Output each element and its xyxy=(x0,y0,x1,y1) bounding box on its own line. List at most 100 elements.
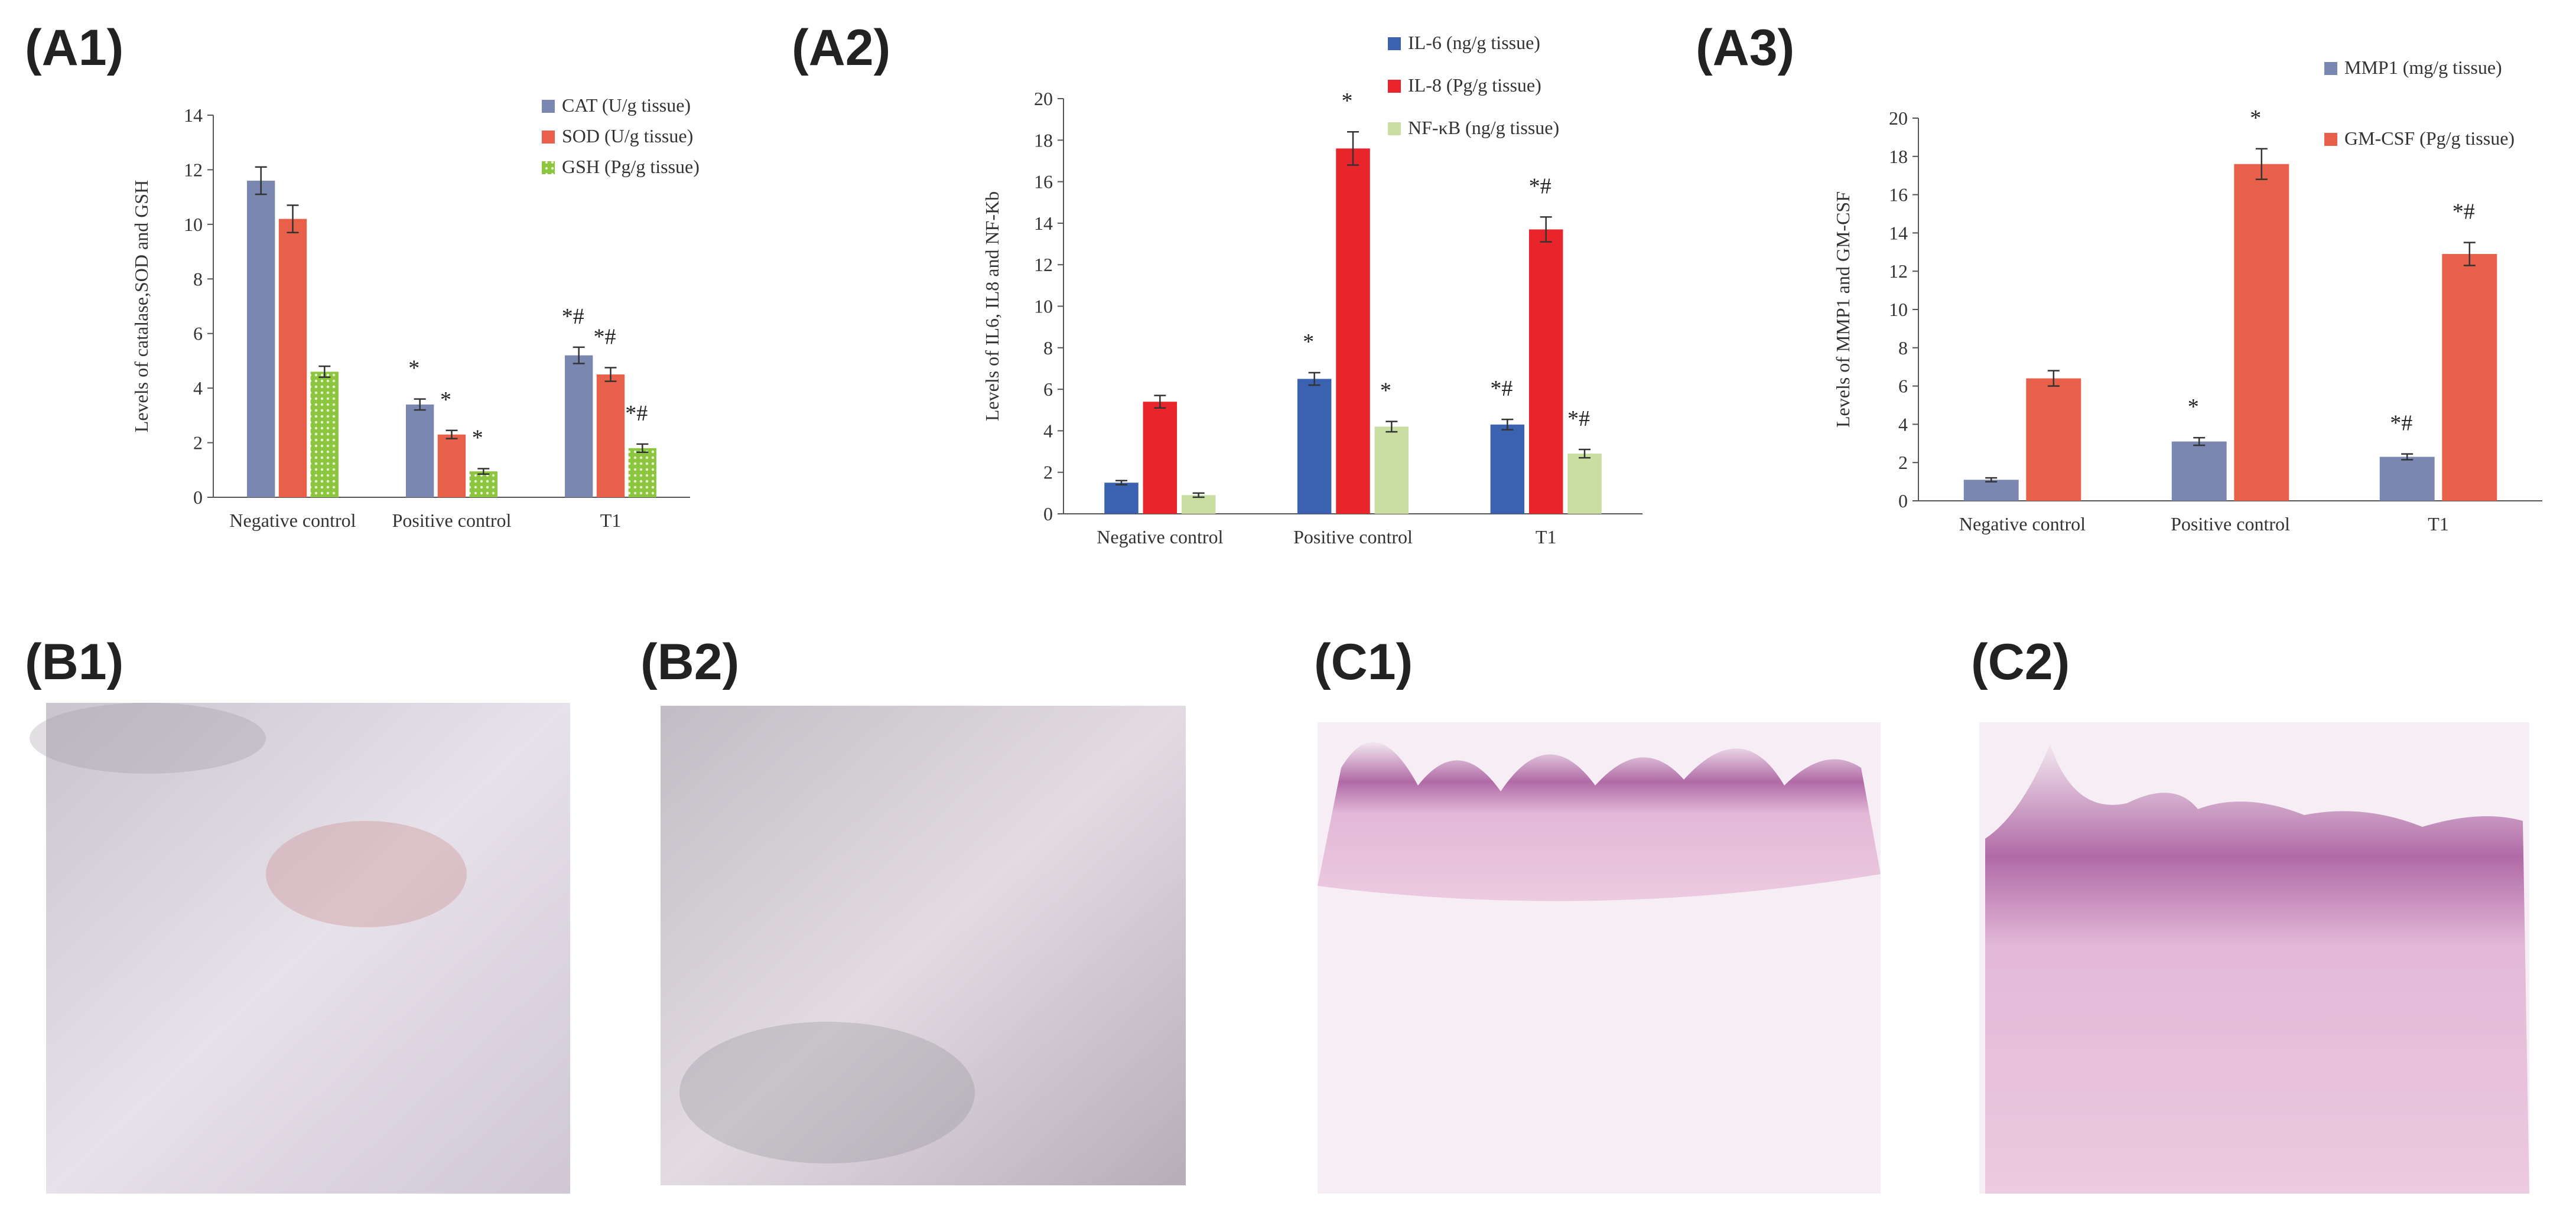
y-axis-label: Levels of IL6, IL8 and NF-Kb xyxy=(981,191,1003,421)
bar xyxy=(1528,229,1563,514)
y-tick-label: 10 xyxy=(1034,296,1053,317)
y-tick-label: 2 xyxy=(1043,462,1053,483)
bar xyxy=(596,374,625,497)
legend-label: MMP1 (mg/g tissue) xyxy=(2344,57,2502,78)
bar xyxy=(1490,424,1525,514)
lesion xyxy=(266,821,467,927)
annotation: *# xyxy=(1567,406,1590,431)
bar xyxy=(437,434,466,497)
error-bar xyxy=(2047,370,2060,387)
error-bar xyxy=(255,166,267,195)
x-tick-label: T1 xyxy=(1536,526,1557,547)
error-bar xyxy=(1347,131,1359,166)
legend-swatch xyxy=(1388,122,1401,135)
error-bar xyxy=(287,204,299,233)
y-tick-label: 14 xyxy=(1889,222,1908,243)
error-bar xyxy=(477,468,490,475)
legend-label: NF-κB (ng/g tissue) xyxy=(1408,117,1559,138)
y-tick-label: 14 xyxy=(184,105,203,126)
legend-swatch xyxy=(2324,62,2337,75)
annotation: * xyxy=(2250,106,2261,131)
y-tick-label: 6 xyxy=(193,323,203,344)
y-tick-label: 0 xyxy=(1043,503,1053,524)
error-bar xyxy=(1192,492,1205,498)
y-tick-label: 4 xyxy=(193,377,203,399)
error-bar xyxy=(1308,371,1320,386)
bar xyxy=(565,355,593,497)
legend-swatch xyxy=(1388,37,1401,50)
panel-label: (C1) xyxy=(1314,634,1413,690)
panel-label: (C2) xyxy=(1971,634,2070,690)
annotation: *# xyxy=(2390,411,2412,436)
y-tick-label: 4 xyxy=(1043,420,1053,441)
y-axis-label: Levels of catalase,SOD and GSH xyxy=(131,180,152,432)
y-tick-label: 18 xyxy=(1034,129,1053,151)
bar xyxy=(1567,454,1602,514)
y-tick-label: 8 xyxy=(1898,337,1908,358)
y-tick-label: 0 xyxy=(193,487,203,508)
annotation: * xyxy=(2188,395,2199,419)
x-tick-label: T1 xyxy=(600,510,622,531)
annotation: * xyxy=(440,387,451,412)
x-tick-label: T1 xyxy=(2428,513,2449,534)
x-tick-label: Negative control xyxy=(1097,526,1223,547)
annotation: * xyxy=(1380,379,1391,403)
legend-swatch xyxy=(1388,80,1401,93)
bar xyxy=(628,448,656,497)
bar xyxy=(1374,426,1409,514)
panel-label: (A1) xyxy=(25,19,123,76)
legend-label: GM-CSF (Pg/g tissue) xyxy=(2344,128,2515,149)
legend-swatch xyxy=(542,131,555,144)
legend-label: CAT (U/g tissue) xyxy=(562,94,691,116)
error-bar xyxy=(2193,436,2206,446)
bar xyxy=(247,180,275,497)
bar xyxy=(2026,378,2081,501)
y-tick-label: 20 xyxy=(1034,88,1053,109)
error-bar xyxy=(445,429,458,439)
y-tick-label: 0 xyxy=(1898,490,1908,511)
bar xyxy=(310,371,339,497)
y-tick-label: 8 xyxy=(1043,337,1053,358)
panel-label: (A3) xyxy=(1696,19,1794,76)
legend-label: GSH (Pg/g tissue) xyxy=(562,156,700,177)
error-bar xyxy=(1501,418,1514,431)
legend-label: SOD (U/g tissue) xyxy=(562,125,693,146)
legend-swatch xyxy=(542,161,555,174)
error-bar xyxy=(414,398,426,411)
annotation: * xyxy=(472,425,483,450)
error-bar xyxy=(604,367,617,382)
bar xyxy=(469,471,497,497)
tissue xyxy=(1985,744,2529,1194)
legend-swatch xyxy=(2324,133,2337,146)
x-tick-label: Positive control xyxy=(1293,526,1413,547)
tissue xyxy=(1318,742,1881,901)
y-tick-label: 12 xyxy=(1889,260,1908,282)
error-bar xyxy=(1985,477,1998,483)
y-axis-label: Levels of MMP1 and GM-CSF xyxy=(1832,191,1853,428)
annotation: *# xyxy=(2453,200,2475,224)
error-bar xyxy=(1540,216,1552,243)
y-tick-label: 2 xyxy=(1898,452,1908,473)
error-bar xyxy=(1154,395,1166,409)
annotation: *# xyxy=(625,401,648,426)
y-tick-label: 20 xyxy=(1889,107,1908,129)
bar xyxy=(2442,254,2497,501)
bar xyxy=(1181,495,1216,514)
y-tick-label: 16 xyxy=(1034,171,1053,193)
y-tick-label: 6 xyxy=(1898,376,1908,397)
bar xyxy=(2379,457,2435,501)
error-bar xyxy=(2463,242,2476,266)
annotation: *# xyxy=(594,324,616,349)
y-tick-label: 18 xyxy=(1889,146,1908,167)
x-tick-label: Negative control xyxy=(1959,513,2086,534)
bar xyxy=(1143,402,1178,514)
y-tick-label: 14 xyxy=(1034,213,1053,234)
legend-swatch xyxy=(542,100,555,113)
bar xyxy=(2171,441,2227,501)
error-bar xyxy=(1385,421,1398,433)
x-tick-label: Positive control xyxy=(392,510,512,531)
error-bar xyxy=(1115,480,1127,486)
y-tick-label: 8 xyxy=(193,268,203,289)
error-bar xyxy=(318,365,331,378)
